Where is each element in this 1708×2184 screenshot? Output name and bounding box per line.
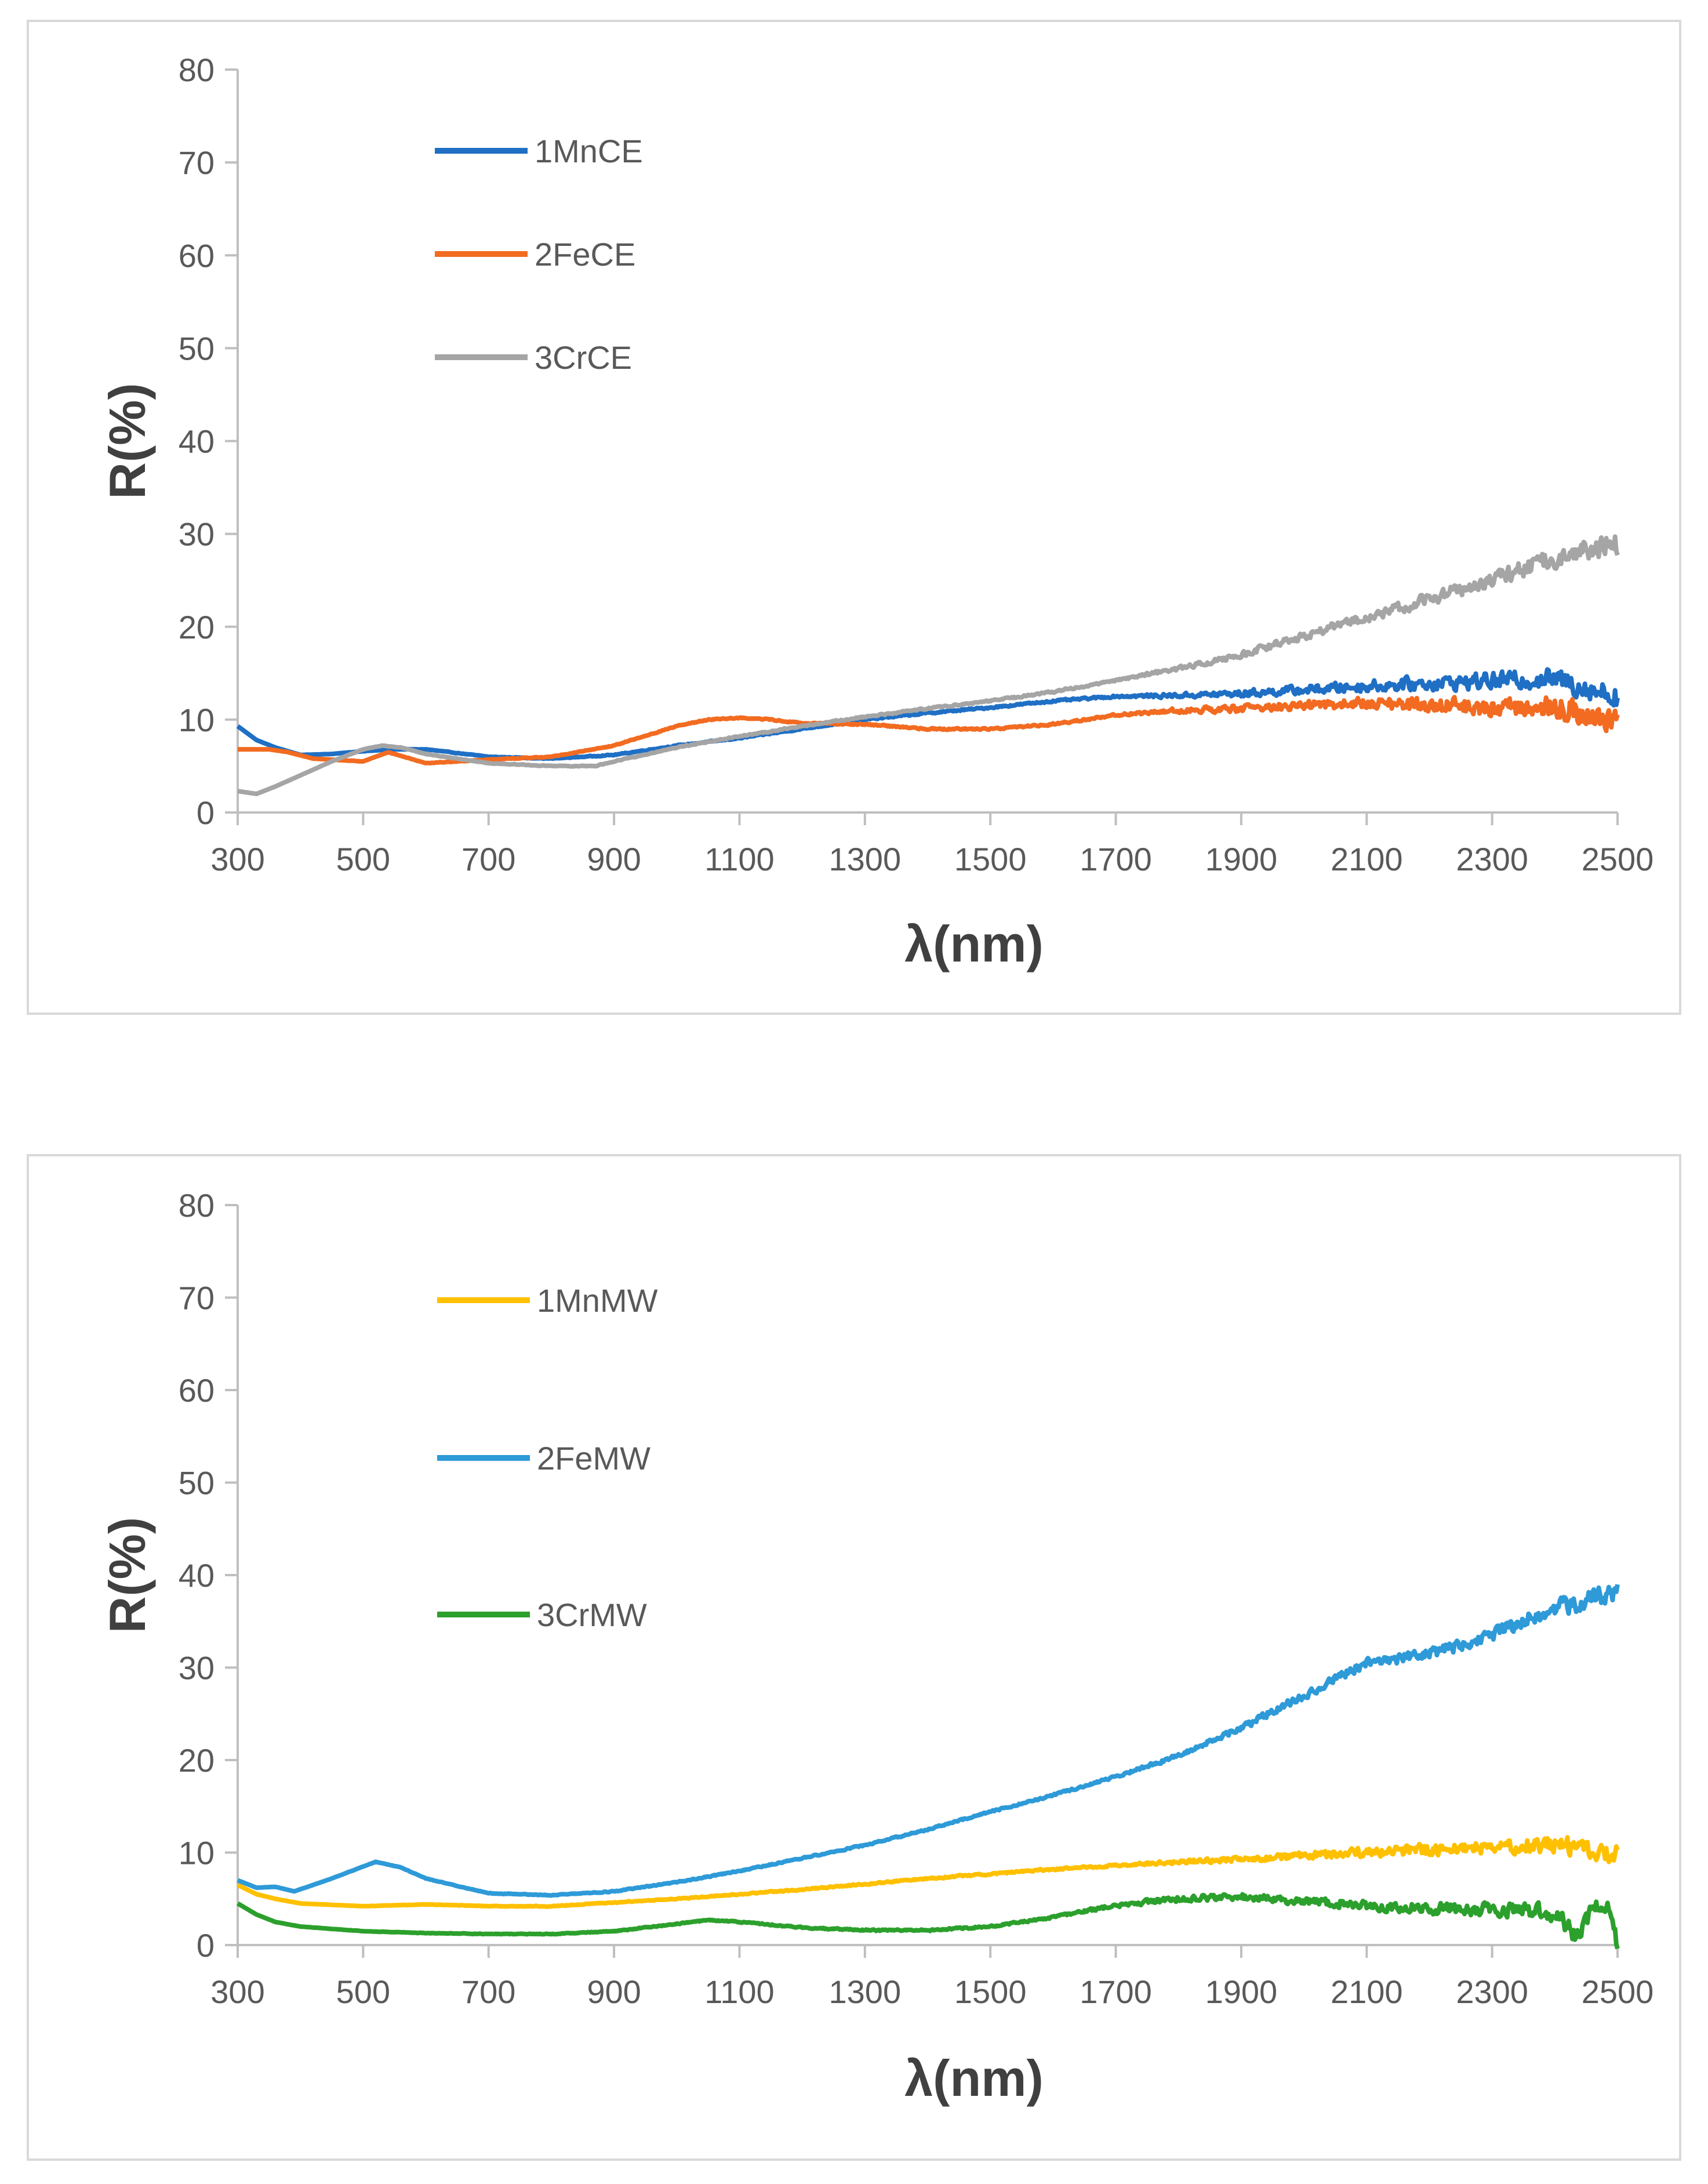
- x-tick-label: 2500: [1582, 1973, 1654, 2010]
- y-tick-label: 30: [179, 516, 215, 553]
- x-tick-label: 300: [210, 841, 264, 877]
- x-axis-title: λ(nm): [904, 2049, 1044, 2107]
- y-tick-label: 50: [179, 330, 215, 367]
- y-axis-title: R(%): [99, 1517, 156, 1633]
- x-tick-label: 1700: [1080, 1973, 1152, 2010]
- reflectance-chart-ce: 0 10 20 30 40 50 60 70 80 300 500 700 900 1100 1300 150…: [99, 52, 1654, 973]
- x-tick-label: 1500: [954, 1973, 1027, 2010]
- y-tick-label: 40: [179, 423, 215, 460]
- reflectance-chart-mw: 0 10 20 30 40 50 60 70 80 300 500 700 900 1100 1300 150…: [99, 1187, 1654, 2107]
- x-tick-label: 700: [461, 1973, 515, 2010]
- y-tick-label: 50: [179, 1465, 215, 1501]
- series-line-1MnMW: [237, 1835, 1620, 1909]
- x-tick-label: 300: [210, 1973, 264, 2010]
- y-tick-label: 40: [179, 1557, 215, 1594]
- x-tick-label: 2300: [1456, 841, 1528, 877]
- y-tick-label: 60: [179, 237, 215, 274]
- x-tick-label: 1500: [954, 841, 1027, 877]
- legend-label-3CrMW: 3CrMW: [537, 1597, 647, 1633]
- series-line-3CrCE: [237, 534, 1620, 796]
- legend-label-1MnCE: 1MnCE: [535, 133, 643, 169]
- chart-panel-top: 0 10 20 30 40 50 60 70 80 300 500 700 900 1100 1300 150…: [27, 20, 1681, 1015]
- series-line-3CrMW: [236, 1892, 1620, 1950]
- legend-label-2FeMW: 2FeMW: [537, 1440, 651, 1476]
- x-tick-label: 1300: [829, 841, 902, 877]
- y-tick-label: 10: [179, 1835, 215, 1871]
- x-tick-label: 1300: [829, 1973, 902, 2010]
- y-tick-label: 10: [179, 702, 215, 738]
- x-tick-label: 500: [336, 841, 390, 877]
- chart-panel-bottom: 0 10 20 30 40 50 60 70 80 300 500 700 900 1100 1300 150…: [27, 1154, 1681, 2161]
- y-tick-label: 20: [179, 609, 215, 645]
- x-tick-label: 2500: [1582, 841, 1654, 877]
- y-tick-label: 0: [197, 794, 215, 831]
- x-tick-label: 1100: [704, 841, 774, 877]
- legend-label-2FeCE: 2FeCE: [535, 236, 635, 273]
- y-axis-title: R(%): [99, 383, 156, 499]
- x-tick-label: 2300: [1456, 1973, 1528, 2010]
- series-line-2FeMW: [237, 1584, 1620, 1898]
- x-axis-title: λ(nm): [904, 915, 1044, 973]
- legend-label-3CrCE: 3CrCE: [535, 339, 632, 376]
- y-tick-label: 70: [179, 144, 215, 181]
- x-tick-label: 700: [461, 841, 515, 877]
- x-tick-label: 2100: [1331, 1973, 1403, 2010]
- legend-label-1MnMW: 1MnMW: [537, 1282, 658, 1319]
- x-tick-label: 2100: [1331, 841, 1403, 877]
- x-tick-label: 1100: [704, 1973, 774, 2010]
- x-tick-label: 1900: [1205, 841, 1278, 877]
- y-tick-label: 80: [179, 1187, 215, 1224]
- y-tick-label: 60: [179, 1372, 215, 1409]
- y-tick-label: 30: [179, 1650, 215, 1686]
- y-tick-label: 80: [179, 52, 215, 88]
- y-tick-label: 70: [179, 1280, 215, 1316]
- x-tick-label: 900: [587, 841, 641, 877]
- y-tick-label: 20: [179, 1742, 215, 1779]
- x-tick-label: 1900: [1205, 1973, 1278, 2010]
- series-line-1MnCE: [236, 667, 1620, 761]
- y-tick-label: 0: [197, 1927, 215, 1964]
- x-tick-label: 1700: [1080, 841, 1152, 877]
- x-tick-label: 900: [587, 1973, 641, 2010]
- x-tick-label: 500: [336, 1973, 390, 2010]
